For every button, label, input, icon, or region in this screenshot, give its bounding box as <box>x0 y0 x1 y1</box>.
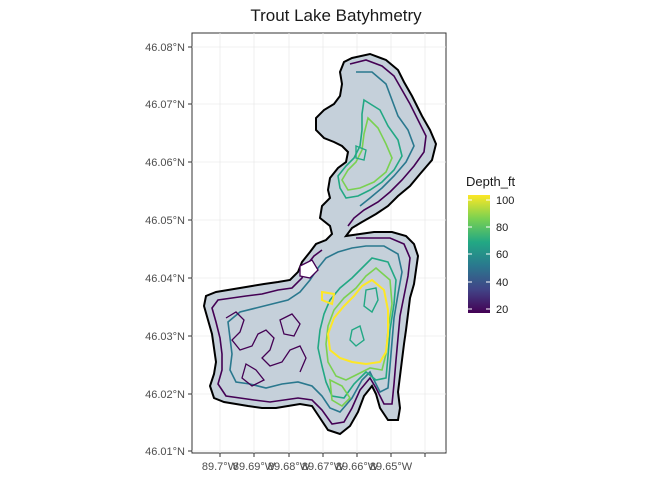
legend-label: 80 <box>496 222 508 234</box>
tick-marks <box>188 46 426 457</box>
x-tick-label: 89.69°W <box>233 461 276 473</box>
x-tick-label: 89.66°W <box>336 461 379 473</box>
y-tick-label: 46.04°N <box>145 273 185 285</box>
y-axis-labels: 46.08°N 46.07°N 46.06°N 46.05°N 46.04°N … <box>145 42 185 458</box>
y-tick-label: 46.03°N <box>145 331 185 343</box>
x-tick-label: 89.67°W <box>302 461 345 473</box>
contour-40ft <box>227 71 415 413</box>
contour-20ft <box>211 59 427 425</box>
island <box>299 259 319 279</box>
y-tick-label: 46.01°N <box>145 446 185 458</box>
legend-label: 20 <box>496 304 508 316</box>
contour-west-bay <box>225 311 307 387</box>
depth-contours <box>211 59 427 425</box>
legend-label: 40 <box>496 277 508 289</box>
legend-colorbar <box>468 195 490 313</box>
contour-100ft <box>321 278 389 366</box>
legend-title: Depth_ft <box>466 174 516 189</box>
y-tick-label: 46.02°N <box>145 389 185 401</box>
y-tick-label: 46.07°N <box>145 99 185 111</box>
map-title: Trout Lake Batyhmetry <box>250 6 422 25</box>
x-tick-label: 89.68°W <box>268 461 311 473</box>
legend-label: 60 <box>496 249 508 261</box>
y-tick-label: 46.06°N <box>145 157 185 169</box>
legend: Depth_ft 100 80 60 40 20 <box>466 174 516 316</box>
x-tick-label: 89.7°W <box>202 461 239 473</box>
x-axis-labels: 89.7°W 89.69°W 89.68°W 89.67°W 89.66°W 8… <box>202 461 413 473</box>
y-tick-label: 46.05°N <box>145 215 185 227</box>
lake-shoreline <box>202 52 438 436</box>
y-tick-label: 46.08°N <box>145 42 185 54</box>
contour-deep-spots <box>349 144 379 347</box>
x-tick-label: 89.65°W <box>370 461 413 473</box>
legend-label: 100 <box>496 195 514 207</box>
